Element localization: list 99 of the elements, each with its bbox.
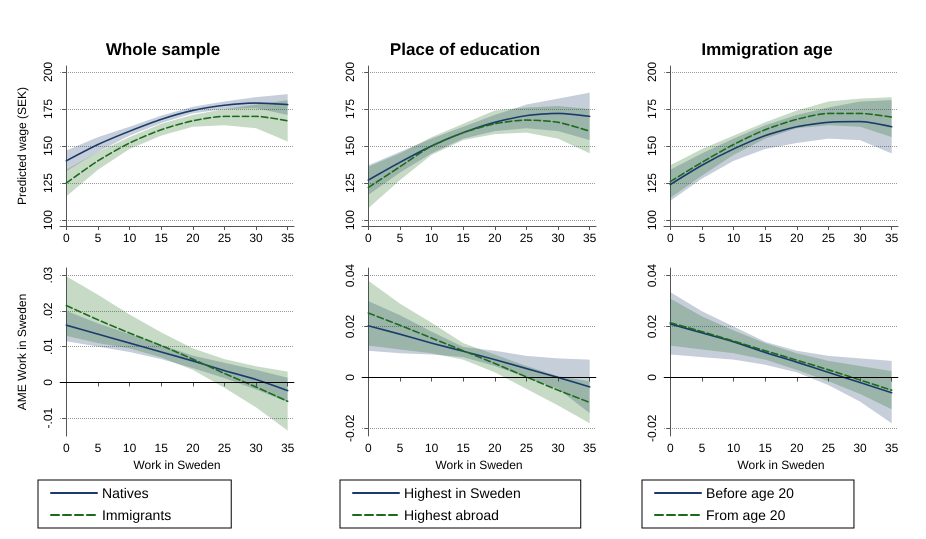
y-tick-label: 0.02: [645, 314, 659, 338]
y-tick-label: 150: [41, 136, 55, 156]
line-series: [66, 116, 288, 184]
legend-label: Highest in Sweden: [404, 485, 521, 501]
line-series: [670, 112, 892, 182]
y-tick-label: 125: [343, 172, 357, 194]
y-tick-label: .03: [41, 266, 55, 284]
y-tick-label: -0.02: [645, 414, 659, 442]
y-tick-label: 150: [343, 136, 357, 156]
y-tick-label: 175: [41, 98, 55, 119]
y-tick-label: 200: [645, 62, 659, 82]
y-tick-label: 175: [645, 98, 659, 119]
x-tick-label: 30: [249, 441, 264, 455]
x-tick-label: 25: [822, 231, 836, 245]
x-tick-label: 5: [396, 441, 404, 455]
y-tick-label: .02: [41, 302, 55, 320]
x-tick-label: 5: [94, 441, 102, 455]
x-tick-label: 10: [424, 231, 439, 245]
line-series: [66, 324, 288, 392]
y-tick-label: 100: [41, 210, 55, 230]
x-tick-label: 30: [551, 231, 566, 245]
y-axis-title: AME Work in Sweden: [15, 294, 29, 410]
y-axis-title: Predicted wage (SEK): [15, 86, 29, 206]
x-axis-title: Work in Sweden: [435, 458, 523, 472]
y-tick-label: 0: [41, 378, 55, 386]
x-tick-label: 5: [396, 231, 404, 245]
x-tick-label: 0: [364, 231, 372, 245]
x-tick-label: 0: [666, 231, 674, 245]
y-tick-label: .01: [41, 338, 55, 355]
x-tick-label: 5: [698, 441, 706, 455]
x-tick-label: 20: [186, 441, 200, 455]
x-tick-label: 5: [94, 231, 102, 245]
x-tick-label: 20: [790, 441, 804, 455]
legend-label: Natives: [102, 485, 149, 501]
x-tick-label: 35: [582, 231, 597, 245]
x-tick-label: 15: [758, 231, 772, 245]
x-tick-label: 0: [62, 231, 70, 245]
x-tick-label: 10: [726, 441, 741, 455]
y-tick-label: 100: [343, 210, 357, 230]
x-tick-label: 15: [758, 441, 772, 455]
x-tick-label: 15: [154, 231, 168, 245]
x-axis-title: Work in Sweden: [737, 458, 825, 472]
y-tick-label: 200: [41, 62, 55, 82]
x-tick-label: 15: [456, 231, 470, 245]
line-series: [66, 102, 288, 162]
x-tick-label: 30: [853, 441, 868, 455]
x-tick-label: 10: [122, 441, 137, 455]
x-tick-label: 20: [488, 441, 502, 455]
legend-label: Immigrants: [102, 507, 172, 523]
line-series: [368, 312, 590, 404]
x-tick-label: 35: [884, 441, 899, 455]
legend-label: Before age 20: [706, 485, 794, 501]
x-tick-label: 10: [726, 231, 741, 245]
y-tick-label: 200: [343, 62, 357, 82]
line-series: [368, 112, 590, 181]
x-tick-label: 10: [424, 441, 439, 455]
x-tick-label: 25: [218, 441, 232, 455]
x-tick-label: 20: [488, 231, 502, 245]
x-tick-label: 5: [698, 231, 706, 245]
line-series: [368, 324, 590, 388]
x-axis-title: Work in Sweden: [133, 458, 221, 472]
y-tick-label: 150: [645, 136, 659, 156]
chart-title: Immigration age: [701, 40, 833, 59]
y-tick-label: 100: [645, 210, 659, 230]
x-tick-label: 0: [62, 441, 70, 455]
x-tick-label: 25: [520, 231, 534, 245]
x-tick-label: 35: [280, 441, 295, 455]
y-tick-label: -.01: [41, 407, 55, 428]
y-tick-label: 0: [343, 374, 357, 381]
x-tick-label: 30: [249, 231, 264, 245]
y-tick-label: 125: [41, 172, 55, 194]
chart-title: Place of education: [390, 40, 540, 59]
chart-title: Whole sample: [106, 40, 220, 59]
y-tick-label: 0.04: [343, 264, 357, 288]
legend-label: From age 20: [706, 507, 786, 523]
x-tick-label: 0: [364, 441, 372, 455]
y-tick-label: -0.02: [343, 414, 357, 442]
y-tick-label: 0.04: [645, 264, 659, 288]
x-tick-label: 35: [884, 231, 899, 245]
x-tick-label: 15: [154, 441, 168, 455]
y-tick-label: 0.02: [343, 314, 357, 338]
line-series: [368, 119, 590, 188]
x-tick-label: 15: [456, 441, 470, 455]
x-tick-label: 35: [280, 231, 295, 245]
x-tick-label: 10: [122, 231, 137, 245]
x-tick-label: 0: [666, 441, 674, 455]
x-tick-label: 20: [790, 231, 804, 245]
x-tick-label: 30: [551, 441, 566, 455]
x-tick-label: 30: [853, 231, 868, 245]
x-tick-label: 35: [582, 441, 597, 455]
line-series: [670, 120, 892, 186]
x-tick-label: 25: [520, 441, 534, 455]
x-tick-label: 25: [218, 231, 232, 245]
legend-label: Highest abroad: [404, 507, 499, 523]
y-tick-label: 125: [645, 172, 659, 194]
x-tick-label: 20: [186, 231, 200, 245]
y-tick-label: 175: [343, 98, 357, 119]
x-tick-label: 25: [822, 441, 836, 455]
y-tick-label: 0: [645, 374, 659, 381]
